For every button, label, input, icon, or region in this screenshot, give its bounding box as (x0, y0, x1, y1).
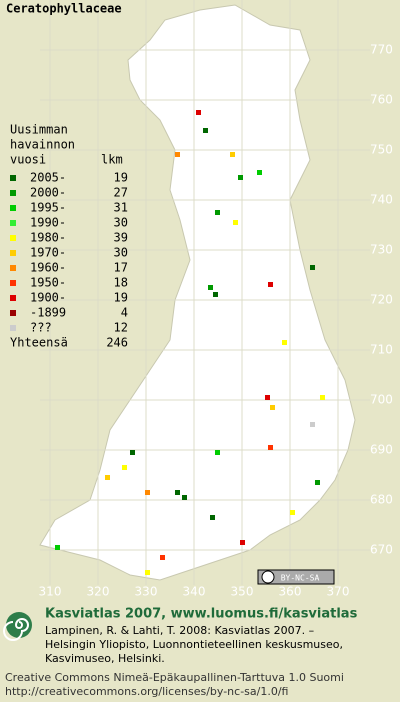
legend-heading: Uusimman (10, 123, 68, 137)
legend-label: 1900- (30, 291, 66, 305)
citation: Lampinen, R. & Lahti, T. 2008: Kasviatla… (45, 624, 314, 637)
northing-label: 750 (370, 143, 393, 157)
legend-count: 4 (121, 306, 128, 320)
legend-label: 2005- (30, 171, 66, 185)
legend-swatch (10, 295, 16, 301)
legend-label: 1960- (30, 261, 66, 275)
legend-label: 1950- (30, 276, 66, 290)
legend-count: 30 (114, 216, 128, 230)
northing-label: 730 (370, 243, 393, 257)
legend-heading: havainnon (10, 138, 75, 152)
legend-count: 12 (114, 321, 128, 335)
license: http://creativecommons.org/licenses/by-n… (5, 685, 288, 698)
easting-label: 350 (231, 585, 254, 599)
easting-label: 370 (327, 585, 350, 599)
legend-total-label: Yhteensä (10, 336, 68, 350)
legend-count: 17 (114, 261, 128, 275)
legend-swatch (10, 220, 16, 226)
legend-total: 246 (106, 336, 128, 350)
legend-label: 1980- (30, 231, 66, 245)
logo (3, 612, 32, 641)
legend-label: -1899 (30, 306, 66, 320)
legend-label: 1995- (30, 201, 66, 215)
legend-swatch (10, 235, 16, 241)
easting-label: 330 (135, 585, 158, 599)
northing-label: 710 (370, 343, 393, 357)
northing-label: 740 (370, 193, 393, 207)
citation: Kasvimuseo, Helsinki. (45, 652, 165, 665)
easting-label: 320 (87, 585, 110, 599)
legend-label: ??? (30, 321, 52, 335)
title: Ceratophyllaceae (6, 2, 122, 16)
finland-outline (39, 4, 356, 581)
northing-label: 770 (370, 43, 393, 57)
badge-text: BY-NC-SA (281, 574, 320, 583)
citation: Helsingin Yliopisto, Luonnontieteellinen… (45, 638, 343, 651)
legend-swatch (10, 205, 16, 211)
legend-count: 31 (114, 201, 128, 215)
legend-label: 2000- (30, 186, 66, 200)
northing-label: 680 (370, 493, 393, 507)
legend-count: 39 (114, 231, 128, 245)
legend-label: 1990- (30, 216, 66, 230)
cc-badge: BY-NC-SA (257, 569, 335, 585)
legend-count: 18 (114, 276, 128, 290)
legend-swatch (10, 265, 16, 271)
easting-label: 340 (183, 585, 206, 599)
legend-count: 19 (114, 171, 128, 185)
legend-swatch (10, 190, 16, 196)
legend-count: 19 (114, 291, 128, 305)
legend-swatch (10, 250, 16, 256)
northing-label: 720 (370, 293, 393, 307)
legend-swatch (10, 310, 16, 316)
legend-swatch (10, 175, 16, 181)
northing-label: 700 (370, 393, 393, 407)
legend: Uusimman havainnon vuosi lkm Yhteensä 24… (10, 123, 128, 350)
legend-swatch (10, 325, 16, 331)
legend-count-heading: lkm (101, 153, 123, 167)
legend-count: 27 (114, 186, 128, 200)
grid (40, 0, 370, 585)
legend-swatch (10, 280, 16, 286)
license: Creative Commons Nimeä-Epäkaupallinen-Ta… (5, 671, 344, 684)
headline: Kasviatlas 2007, www.luomus.fi/kasviatla… (45, 607, 358, 622)
legend-heading: vuosi (10, 153, 46, 167)
northing-label: 670 (370, 543, 393, 557)
occurrences (55, 110, 325, 575)
easting-label: 310 (39, 585, 62, 599)
easting-label: 360 (279, 585, 302, 599)
legend-label: 1970- (30, 246, 66, 260)
northing-label: 760 (370, 93, 393, 107)
northing-label: 690 (370, 443, 393, 457)
legend-count: 30 (114, 246, 128, 260)
